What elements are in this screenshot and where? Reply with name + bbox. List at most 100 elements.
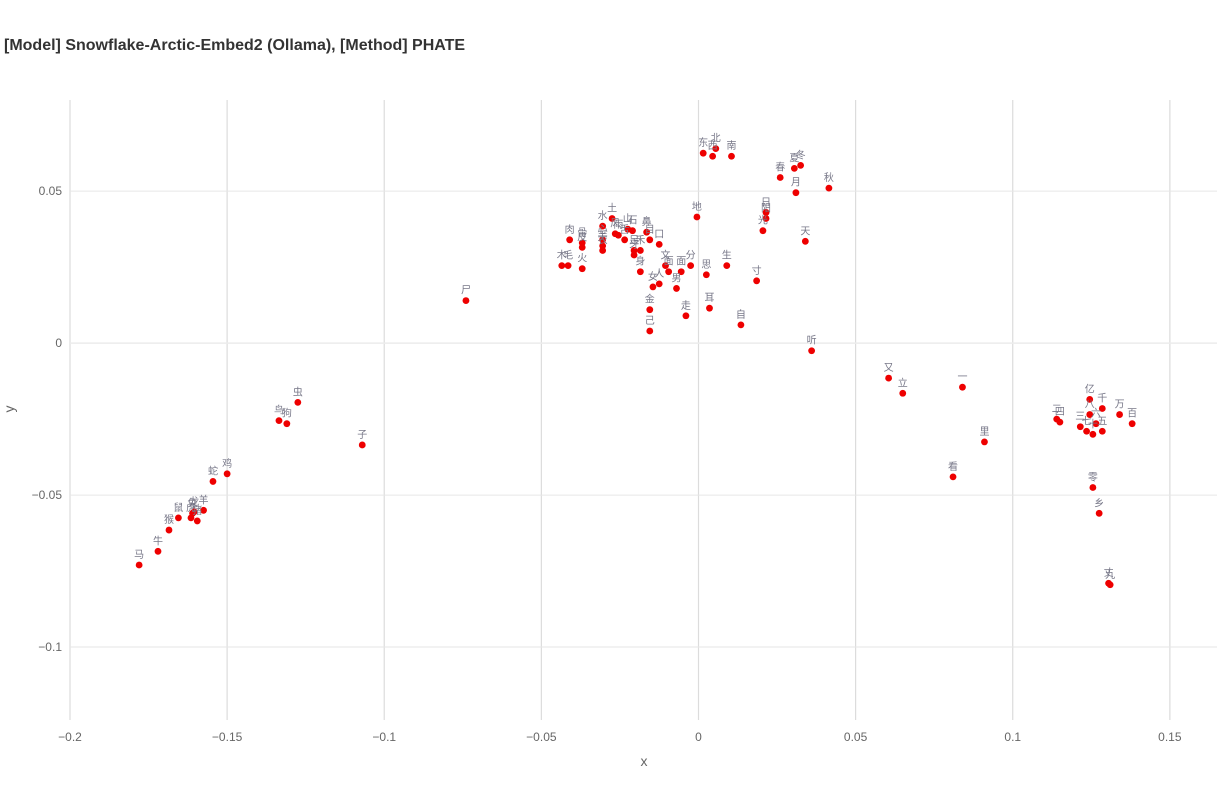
data-label: 东 [698, 136, 708, 149]
data-label: 听 [807, 335, 817, 347]
data-point [1089, 484, 1097, 491]
data-point [578, 265, 586, 273]
data-point [885, 374, 893, 382]
data-label: 鸟 [274, 404, 284, 417]
data-point [1086, 411, 1094, 418]
y-tick-label: −0.05 [32, 488, 63, 502]
data-point [558, 262, 566, 270]
data-point [643, 228, 651, 236]
data-label: 九 [1105, 569, 1115, 581]
data-label: 人 [654, 268, 664, 280]
data-label: 月 [791, 177, 801, 189]
data-point [200, 506, 207, 514]
data-label: 蛇 [208, 464, 218, 477]
data-label: 金 [645, 293, 655, 306]
data-point [175, 514, 182, 522]
data-label: 牙 [629, 239, 639, 251]
data-point [154, 547, 162, 555]
data-point [673, 285, 680, 292]
data-point [655, 240, 663, 248]
data-label: 一 [957, 372, 967, 383]
data-point [193, 517, 201, 525]
data-label: 七 [1082, 415, 1092, 427]
data-label: 看 [948, 460, 958, 473]
y-tick-label: −0.1 [38, 640, 62, 654]
data-label: 南 [726, 139, 736, 152]
data-label: 山 [623, 213, 633, 225]
data-label: 日 [761, 197, 771, 208]
data-label: 禾 [635, 234, 645, 246]
data-point [959, 383, 966, 391]
data-point [564, 262, 572, 270]
data-label: 皮 [577, 230, 587, 243]
data-point [1116, 411, 1123, 418]
data-label: 骨 [577, 227, 587, 239]
data-point [283, 420, 291, 428]
data-point [662, 262, 669, 270]
x-axis-title: x [641, 753, 648, 769]
data-point [1128, 420, 1136, 428]
data-point [665, 268, 673, 276]
data-label: 秋 [824, 171, 834, 184]
grid [69, 100, 1217, 720]
data-label: 三 [1075, 412, 1085, 423]
data-point [728, 152, 735, 160]
data-label: 石 [628, 216, 638, 227]
data-point [614, 231, 622, 239]
data-point [981, 438, 988, 446]
data-point [1092, 420, 1100, 428]
x-tick-label: −0.2 [58, 730, 82, 744]
data-point [687, 262, 695, 270]
data-point [566, 236, 574, 244]
data-label: 北 [711, 133, 721, 145]
data-label: 猴 [164, 513, 174, 526]
data-point [797, 161, 805, 169]
data-point [776, 174, 784, 181]
data-label: 鼻 [642, 215, 652, 228]
data-label: 女 [648, 270, 658, 283]
data-label: 思 [701, 259, 711, 271]
data-label: 文 [660, 249, 670, 262]
data-label: 夏 [789, 152, 799, 164]
data-point [294, 399, 302, 406]
data-label: 子 [357, 429, 367, 441]
data-label: 手 [598, 229, 608, 242]
data-label: 五 [1097, 416, 1107, 427]
data-point [655, 280, 663, 288]
data-point [1098, 405, 1106, 412]
data-point [762, 209, 770, 216]
data-point [723, 262, 731, 270]
data-label: 心 [598, 224, 608, 236]
data-point [709, 152, 717, 160]
data-point [1098, 427, 1106, 435]
data-point [762, 215, 770, 222]
data-label: 鼠 [173, 501, 183, 514]
data-label: 兔 [188, 496, 198, 509]
data-point [825, 184, 833, 192]
data-label: 立 [898, 376, 908, 389]
data-point [599, 222, 607, 230]
data-label: 地 [692, 200, 702, 213]
data-point [358, 441, 366, 449]
data-label: 雨 [613, 220, 623, 231]
data-label: 分 [686, 250, 696, 262]
data-point [646, 236, 654, 244]
data-point [790, 164, 798, 172]
data-point [462, 297, 470, 304]
data-point [949, 473, 957, 481]
data-label: 衣 [598, 233, 608, 246]
x-tick-label: −0.15 [212, 730, 243, 744]
data-point [1106, 581, 1114, 589]
data-point [1089, 430, 1097, 438]
data-point [621, 236, 629, 244]
data-point [599, 236, 607, 244]
data-point [646, 327, 654, 335]
data-label: 春 [775, 162, 785, 174]
data-point [1095, 509, 1103, 517]
data-point [630, 251, 638, 259]
data-label: 亿 [1085, 382, 1095, 395]
x-tick-label: 0.15 [1158, 730, 1182, 744]
data-point [636, 268, 644, 276]
x-tick-label: −0.1 [372, 730, 396, 744]
